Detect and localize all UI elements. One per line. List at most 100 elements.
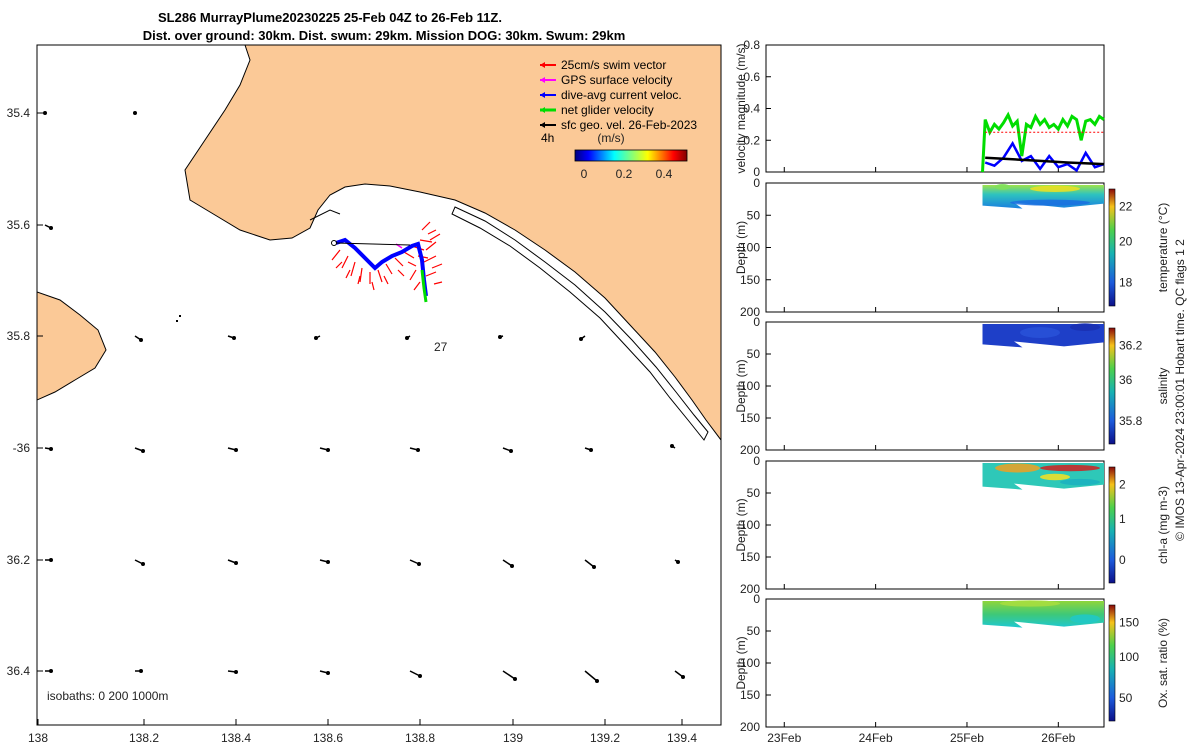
section-colorbar-tick-label: 0 (1119, 553, 1126, 567)
sfc-arrow-head (133, 111, 137, 115)
sfc-arrow-head (592, 565, 596, 569)
sfc-arrow-head (509, 449, 513, 453)
map-title-line2: Dist. over ground: 30km. Dist. swum: 29k… (143, 28, 626, 43)
sfc-arrow-head (49, 447, 53, 451)
section-colorbar (1108, 604, 1116, 722)
section-y-tick-label: 150 (740, 411, 760, 425)
velocity-series-net-glider-velocity (981, 111, 1105, 173)
section-y-tick-label: 0 (753, 592, 760, 606)
sfc-arrow-head (681, 675, 685, 679)
section-colorbar-label: chl-a (mg m-3) (1156, 486, 1170, 564)
section-data-feature (1000, 600, 1060, 607)
map-x-tick-label: 138 (28, 731, 48, 745)
panels-x-tick-label: 26Feb (1041, 731, 1075, 745)
section-colorbar-tick-label: 35.8 (1119, 414, 1143, 428)
credit-text: © IMOS 13-Apr-2024 23:00:01 Hobart time.… (1173, 239, 1187, 541)
section-colorbar-tick-label: 18 (1119, 276, 1133, 290)
section-colorbar-tick-label: 36.2 (1119, 338, 1143, 352)
section-colorbar-tick-label: 50 (1119, 691, 1133, 705)
panels-x-tick-label: 25Feb (950, 731, 984, 745)
sfc-arrow-head (326, 560, 330, 564)
map-x-tick-label: 138.6 (313, 731, 343, 745)
section-data-feature (1060, 478, 1100, 486)
section-y-tick-label: 0 (753, 454, 760, 468)
sfc-arrow-head (670, 444, 674, 448)
section-y-tick-label: 100 (740, 656, 760, 670)
map-x-tick-label: 138.2 (129, 731, 159, 745)
sfc-arrow-head (326, 671, 330, 675)
section-data-feature (1040, 473, 1070, 481)
section-y-tick-label: 100 (740, 241, 760, 255)
colorbar-tick-label: 0.2 (616, 167, 633, 181)
land-top (184, 45, 721, 441)
section-y-label: Depth (m) (734, 221, 748, 274)
section-data-feature (995, 463, 1040, 473)
section-data-feature (1070, 614, 1100, 624)
map-land (37, 45, 721, 441)
speed-colorbar (574, 149, 688, 162)
legend-label: GPS surface velocity (561, 73, 672, 87)
velocity-y-tick-label: 0 (753, 165, 760, 179)
sfc-velocity-arrows (43, 111, 685, 683)
velocity-y-tick-label: 0.2 (743, 133, 760, 147)
section-data-feature (995, 183, 1010, 190)
section-colorbar-label: Ox. sat. ratio (%) (1156, 618, 1170, 708)
sfc-arrow-head (234, 448, 238, 452)
section-colorbar-tick-label: 100 (1119, 650, 1139, 664)
sfc-arrow-head (579, 337, 583, 341)
glider-track (331, 221, 443, 303)
sfc-arrow-head (418, 674, 422, 678)
section-y-tick-label: 200 (740, 305, 760, 319)
sfc-track-line (335, 242, 411, 246)
legend-label: sfc geo. vel. 26-Feb-2023 (561, 118, 697, 132)
isobaths-label: isobaths: 0 200 1000m (47, 689, 168, 703)
velocity-y-tick-label: 0.4 (743, 102, 760, 116)
map-panel: 138 138.2 138.4 138.6 138.8 139 139.2 139.4 35.… (7, 44, 722, 745)
section-colorbar (1108, 327, 1116, 445)
salinity-panel: 0 50 100 150 200 Depth (m) 35.8 36 36.2 salinity (734, 315, 1170, 457)
section-colorbar-label: salinity (1156, 368, 1170, 405)
map-y-tick-label: 36.2 (7, 553, 31, 567)
map-y-tick-label: 35.8 (7, 329, 31, 343)
sfc-arrow-head (234, 561, 238, 565)
sfc-arrow-head (510, 564, 514, 568)
map-frame (36, 44, 722, 726)
legend-arrowhead (540, 92, 545, 98)
sfc-arrow-head (589, 448, 593, 452)
section-data-feature (1070, 323, 1100, 331)
velocity-axes-box (765, 44, 1105, 173)
section-colorbar-tick-label: 22 (1119, 200, 1133, 214)
section-y-tick-label: 150 (740, 273, 760, 287)
map-y-tick-label: 36.4 (7, 664, 31, 678)
velocity-series-dive-avg-current-veloc- (984, 140, 1105, 173)
map-y-axis: 35.4 35.6 35.8 -36 36.2 36.4 (7, 106, 43, 678)
section-colorbar-tick-label: 20 (1119, 235, 1133, 249)
legend-arrowhead (540, 77, 545, 83)
map-annotation: 27 (434, 340, 448, 354)
legend-label: dive-avg current veloc. (561, 88, 682, 102)
map-x-tick-label: 139 (503, 731, 523, 745)
section-y-label: Depth (m) (734, 636, 748, 689)
coastal-lagoon (451, 206, 709, 441)
section-colorbar-tick-label: 2 (1119, 477, 1126, 491)
reef-dot (179, 315, 181, 317)
sfc-arrow-head (498, 335, 502, 339)
sfc-arrow-head (513, 677, 517, 681)
section-colorbar (1108, 466, 1116, 584)
sfc-arrow-head (314, 336, 318, 340)
section-data-feature (1030, 185, 1080, 193)
map-y-tick-label: -36 (13, 441, 31, 455)
section-y-tick-label: 0 (753, 315, 760, 329)
colorbar-tick-label: 0.4 (656, 167, 673, 181)
sfc-arrow (502, 670, 516, 680)
coast-detail (309, 209, 341, 221)
section-y-tick-label: 200 (740, 720, 760, 734)
map-y-tick-label: 35.6 (7, 218, 31, 232)
colorbar-title: (m/s) (597, 131, 624, 145)
sfc-arrow-head (234, 670, 238, 674)
map-x-tick-label: 138.8 (405, 731, 435, 745)
land-west (37, 291, 107, 401)
panels-x-tick-label: 24Feb (859, 731, 893, 745)
sfc-arrow-head (232, 336, 236, 340)
